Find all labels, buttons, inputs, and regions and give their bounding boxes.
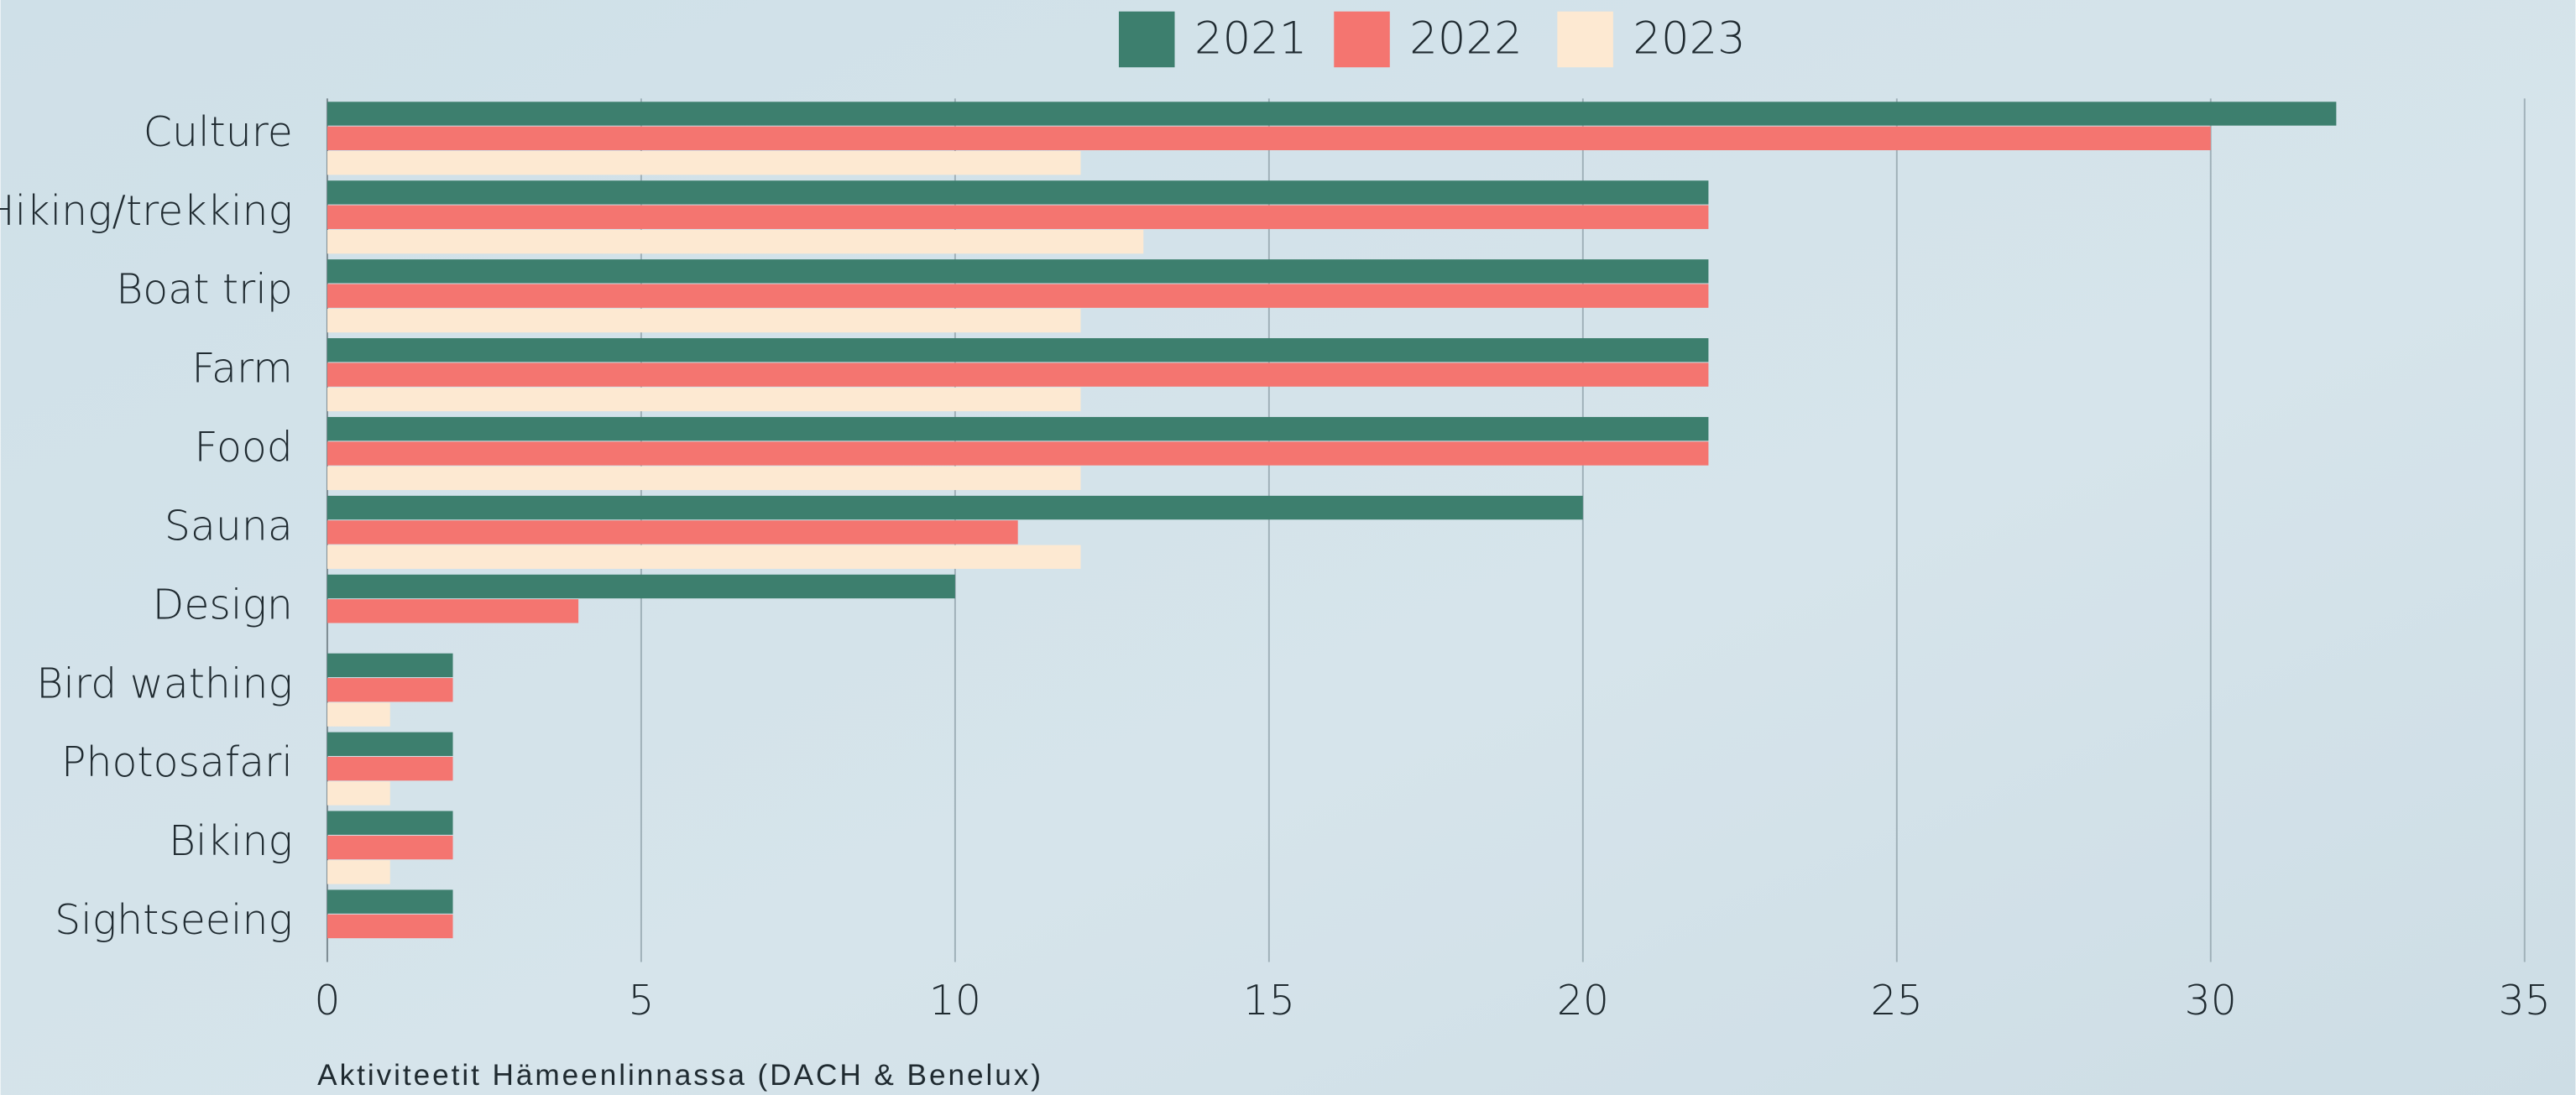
bar: [327, 205, 1709, 229]
x-tick-label: 15: [1243, 977, 1295, 1025]
bar: [327, 229, 1144, 254]
y-tick-label: Sauna: [165, 503, 293, 550]
bar: [327, 860, 390, 884]
x-tick-label: 30: [2185, 977, 2237, 1025]
bar: [327, 126, 2211, 151]
bar: [327, 180, 1709, 205]
x-tick-label: 5: [628, 977, 654, 1025]
bar: [327, 284, 1709, 308]
bar: [327, 914, 453, 939]
x-tick-label: 10: [929, 977, 981, 1025]
legend-swatch: [1118, 11, 1175, 68]
y-tick-label: Culture: [144, 108, 293, 156]
bar: [327, 599, 579, 623]
bar: [327, 416, 1709, 441]
bar: [327, 102, 2337, 126]
bar: [327, 702, 390, 727]
x-tick-label: 0: [314, 977, 340, 1025]
y-tick-label: Photosafari: [61, 738, 293, 786]
legend-swatch: [1557, 11, 1613, 68]
bar: [327, 756, 453, 781]
y-tick-label: Biking: [169, 817, 293, 865]
x-tick-label: 20: [1557, 977, 1609, 1025]
bar: [327, 259, 1709, 284]
legend-label: 2022: [1409, 13, 1522, 65]
bar: [327, 781, 390, 806]
bar: [327, 520, 1018, 545]
y-tick-label: Hiking/trekking: [0, 187, 293, 235]
bar: [327, 495, 1583, 520]
bar: [327, 387, 1081, 412]
bar: [327, 678, 453, 702]
bar: [327, 308, 1081, 333]
bar: [327, 811, 453, 835]
bar: [327, 574, 955, 599]
y-tick-label: Design: [153, 581, 293, 628]
y-tick-label: Sightseeing: [55, 896, 293, 944]
bars: [327, 102, 2337, 939]
bar: [327, 151, 1081, 175]
y-tick-label: Bird wathing: [36, 660, 293, 707]
bar: [327, 545, 1081, 569]
y-tick-label: Farm: [191, 345, 293, 393]
legend-label: 2023: [1633, 13, 1745, 65]
y-tick-label: Food: [195, 424, 293, 472]
legend-label: 2021: [1194, 13, 1307, 65]
bar: [327, 835, 453, 860]
x-tick-label: 25: [1871, 977, 1923, 1025]
bar: [327, 441, 1709, 466]
legend-swatch: [1334, 11, 1390, 68]
bar: [327, 466, 1081, 491]
x-tick-label: 35: [2499, 977, 2551, 1025]
bar: [327, 338, 1709, 362]
bar: [327, 732, 453, 756]
bar: [327, 889, 453, 914]
chart-title: Aktiviteetit Hämeenlinnassa (DACH & Bene…: [317, 1059, 1043, 1092]
bar: [327, 362, 1709, 387]
y-tick-label: Boat trip: [116, 266, 293, 314]
bar: [327, 653, 453, 678]
